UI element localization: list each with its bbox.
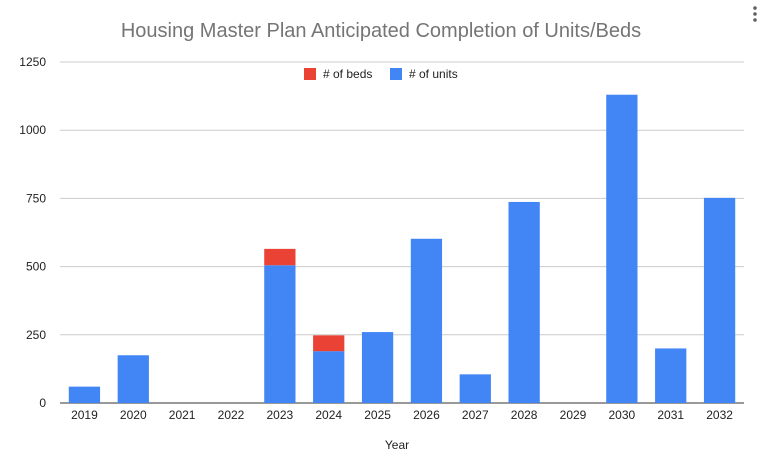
y-tick-label: 1250 (19, 55, 46, 69)
bar-2027-of-units (459, 374, 491, 403)
y-tick-label: 0 (39, 396, 46, 410)
more-options-button[interactable] (753, 6, 757, 22)
legend-item: # of units (390, 67, 458, 81)
legend-label: # of beds (323, 67, 372, 81)
bar-2019-of-units (68, 386, 101, 403)
x-tick-label: 2027 (462, 408, 489, 422)
x-tick-label: 2024 (315, 408, 342, 422)
x-tick-label: 2023 (267, 408, 294, 422)
grid-layer (60, 61, 744, 404)
x-tick-label: 2020 (120, 408, 147, 422)
legend-swatch (304, 68, 316, 80)
legend-label: # of units (409, 67, 458, 81)
x-tick-label: 2031 (657, 408, 684, 422)
more-vertical-icon (753, 6, 757, 22)
bar-2025-of-units (361, 332, 394, 403)
bar-2023-of-units (264, 265, 296, 403)
x-tick-label: 2019 (71, 408, 98, 422)
x-tick-label: 2028 (511, 408, 538, 422)
bar-2023-of-beds (264, 248, 296, 266)
y-tick-label: 250 (26, 328, 46, 342)
bars-layer (68, 94, 736, 404)
bar-2020-of-units (117, 355, 149, 403)
bar-2030-of-units (606, 94, 638, 404)
bar-2024-of-units (313, 351, 345, 403)
bar-2028-of-units (508, 201, 540, 403)
chart-title: Housing Master Plan Anticipated Completi… (121, 20, 641, 42)
y-axis-ticks: 0 250 500 750 1000 1250 (19, 55, 46, 410)
x-tick-label: 2021 (169, 408, 196, 422)
y-tick-label: 750 (26, 191, 46, 205)
x-tick-label: 2030 (609, 408, 636, 422)
x-tick-label: 2026 (413, 408, 440, 422)
legend: # of beds # of units (304, 67, 458, 81)
bar-2026-of-units (410, 238, 443, 403)
legend-item: # of beds (304, 67, 372, 81)
x-tick-label: 2029 (560, 408, 587, 422)
bar-2032-of-units (703, 197, 736, 403)
x-tick-label: 2032 (706, 408, 733, 422)
x-tick-label: 2022 (218, 408, 245, 422)
y-tick-label: 500 (26, 260, 46, 274)
x-axis-title: Year (385, 438, 409, 452)
x-tick-label: 2025 (364, 408, 391, 422)
legend-swatch (390, 68, 402, 80)
bar-2024-of-beds (313, 335, 345, 352)
x-axis-ticks: 2019 2020 2021 2022 2023 2024 2025 2026 2027 2028… (71, 408, 733, 422)
bar-2031-of-units (655, 348, 687, 403)
y-tick-label: 1000 (19, 123, 46, 137)
